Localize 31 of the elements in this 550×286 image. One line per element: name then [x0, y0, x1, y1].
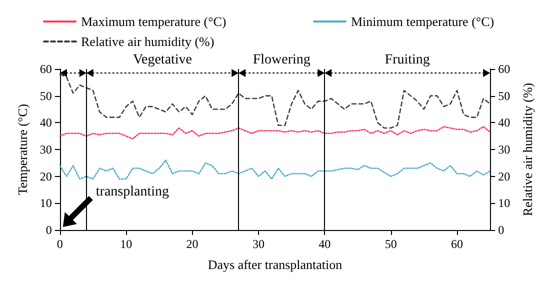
x-tick-label: 50 — [384, 237, 397, 251]
x-tick-label: 60 — [451, 237, 464, 251]
y-tick-label: 30 — [40, 142, 52, 156]
y-tick-label: 50 — [40, 88, 52, 103]
text: Vegetative — [132, 52, 192, 68]
y2-tick-label: 50 — [498, 88, 510, 103]
y2-axis-title: Relative air humidity (%) — [520, 82, 535, 216]
x-tick-label: 40 — [318, 237, 331, 251]
y-tick-label: 10 — [40, 196, 52, 210]
y-axis-title: Temperature (°C) — [15, 104, 30, 196]
y2-tick-label: 30 — [498, 142, 510, 156]
x-axis-title: Days after transplantation — [208, 257, 343, 272]
text: Flowering — [252, 52, 310, 68]
x-tick-label: 20 — [186, 237, 198, 251]
y2-tick-label: 40 — [498, 116, 510, 130]
legend-label: Relative air humidity (%) — [81, 34, 214, 49]
y2-tick-label: 10 — [498, 196, 510, 210]
legend-label: Maximum temperature (°C) — [81, 14, 226, 29]
y-tick-label: 60 — [40, 62, 52, 76]
y2-tick-label: 60 — [498, 62, 510, 76]
x-tick-label: 0 — [56, 237, 63, 251]
x-tick-label: 30 — [252, 237, 264, 251]
x-tick-label: 10 — [120, 237, 132, 251]
y-tick-label: 40 — [40, 116, 52, 130]
text: Fruiting — [384, 52, 430, 68]
annotation: transplanting — [96, 184, 170, 200]
y2-tick-label: 0 — [498, 223, 504, 237]
legend-label: Minimum temperature (°C) — [351, 14, 494, 29]
y-tick-label: 0 — [46, 223, 52, 237]
y2-tick-label: 20 — [498, 169, 510, 184]
y-tick-label: 20 — [40, 169, 52, 184]
